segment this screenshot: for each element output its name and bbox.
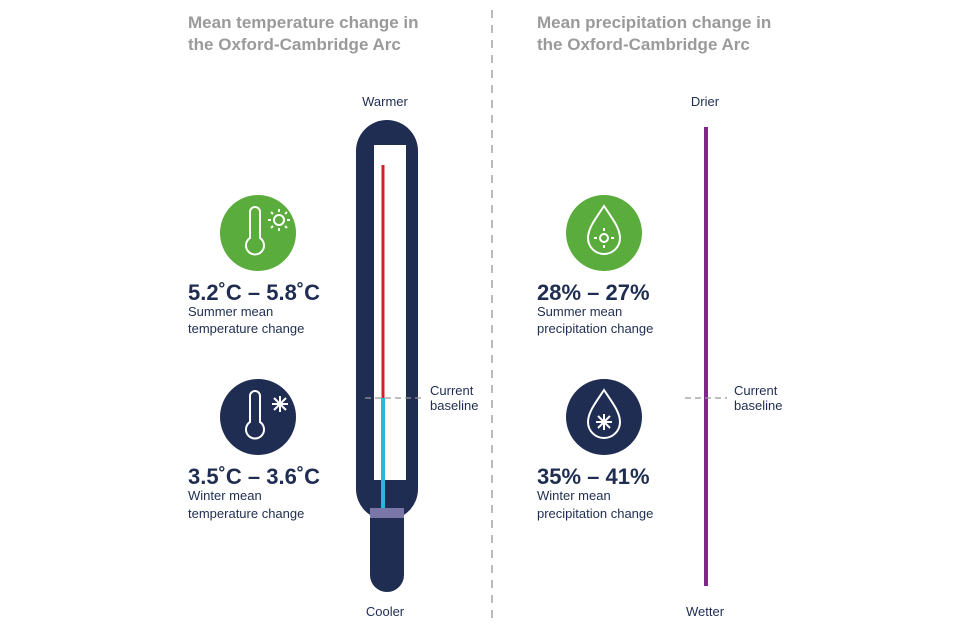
range: 28% – 27% bbox=[537, 280, 650, 305]
caption: temperature change bbox=[188, 506, 304, 521]
bottom-label: Wetter bbox=[686, 604, 725, 619]
summer-rain-icon bbox=[566, 195, 642, 271]
caption: Winter mean bbox=[188, 488, 262, 503]
caption: temperature change bbox=[188, 321, 304, 336]
left-title: Mean temperature change in bbox=[188, 13, 419, 32]
right-title: the Oxford-Cambridge Arc bbox=[537, 35, 750, 54]
baseline-label: baseline bbox=[430, 398, 478, 413]
top-label: Warmer bbox=[362, 94, 408, 109]
bottom-label: Cooler bbox=[366, 604, 405, 619]
winter-rain-icon bbox=[566, 379, 642, 455]
summer-temp-icon bbox=[220, 195, 296, 271]
baseline-label: Current bbox=[430, 383, 474, 398]
caption: precipitation change bbox=[537, 506, 653, 521]
top-label: Drier bbox=[691, 94, 720, 109]
range: 3.5˚C – 3.6˚C bbox=[188, 464, 320, 489]
baseline-label: Current bbox=[734, 383, 778, 398]
winter-temp-icon bbox=[220, 379, 296, 455]
range: 35% – 41% bbox=[537, 464, 650, 489]
caption: Summer mean bbox=[537, 304, 622, 319]
thermometer bbox=[356, 120, 418, 592]
caption: Summer mean bbox=[188, 304, 273, 319]
caption: precipitation change bbox=[537, 321, 653, 336]
baseline-label: baseline bbox=[734, 398, 782, 413]
caption: Winter mean bbox=[537, 488, 611, 503]
range: 5.2˚C – 5.8˚C bbox=[188, 280, 320, 305]
left-title: the Oxford-Cambridge Arc bbox=[188, 35, 401, 54]
right-title: Mean precipitation change in bbox=[537, 13, 771, 32]
